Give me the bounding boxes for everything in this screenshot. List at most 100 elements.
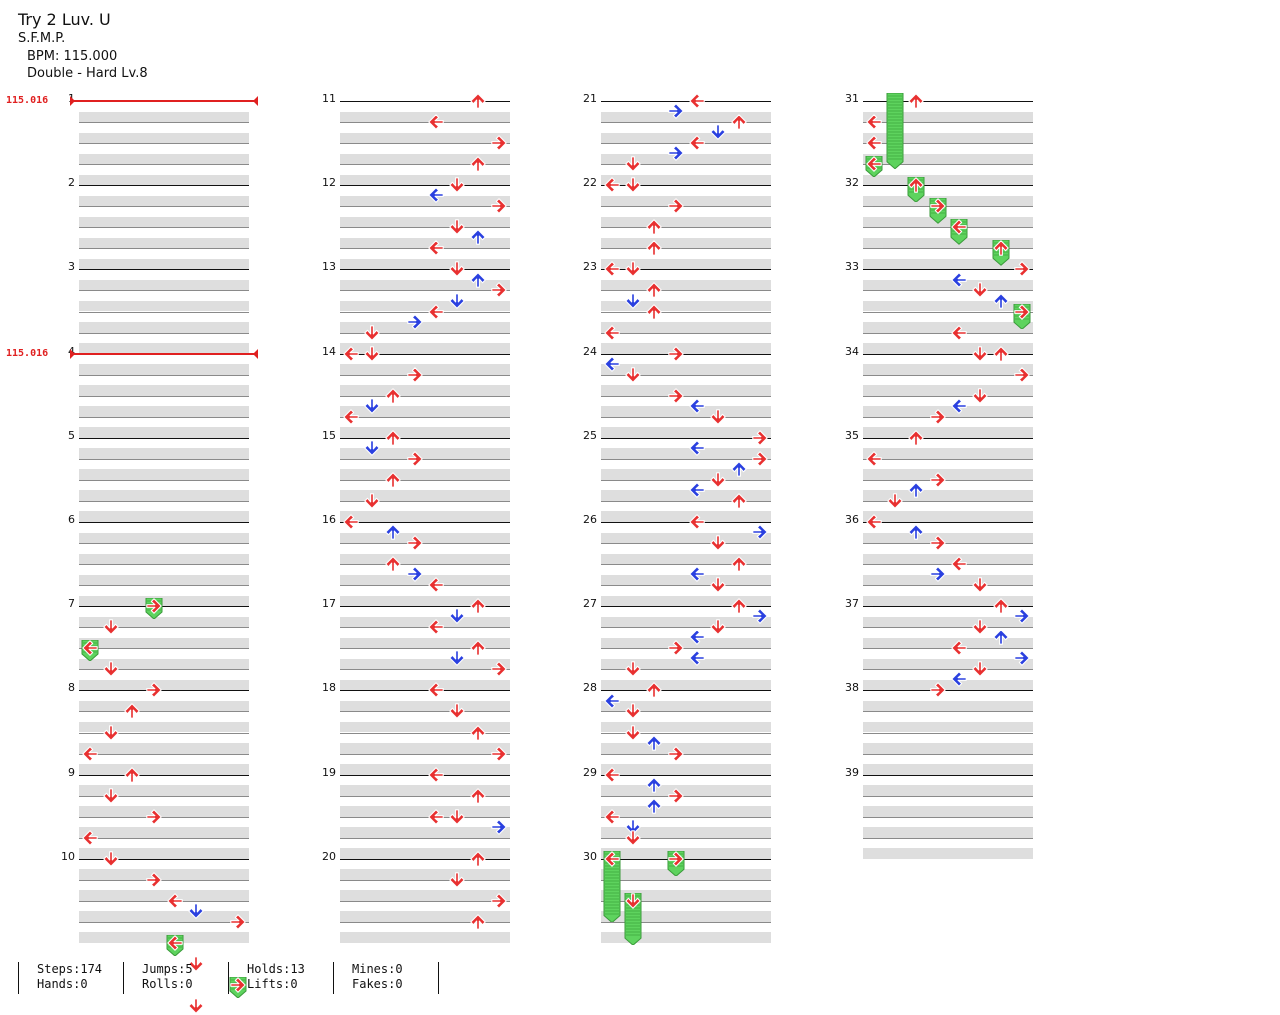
beat-stripe xyxy=(79,343,249,354)
right-arrow-icon xyxy=(929,565,947,583)
beat-stripe xyxy=(340,911,510,922)
up-arrow-icon xyxy=(469,639,487,657)
beat-line xyxy=(340,143,510,145)
beat-stripe xyxy=(601,364,771,375)
measure-number: 9 xyxy=(68,765,75,779)
beat-stripe xyxy=(601,806,771,817)
left-arrow-icon xyxy=(688,565,706,583)
right-arrow-icon xyxy=(667,345,685,363)
right-arrow-icon xyxy=(667,197,685,215)
down-arrow-icon xyxy=(363,397,381,415)
beat-line xyxy=(79,795,249,797)
down-arrow-icon xyxy=(448,871,466,889)
beat-line xyxy=(79,879,249,881)
beat-stripe xyxy=(79,258,249,270)
beat-line xyxy=(79,332,249,334)
measure-line xyxy=(79,774,249,776)
measure-line xyxy=(863,353,1033,355)
measure-line xyxy=(863,185,1033,187)
down-arrow-icon xyxy=(709,618,727,636)
up-arrow-icon xyxy=(469,271,487,289)
right-arrow-icon xyxy=(490,892,508,910)
beat-stripe xyxy=(79,279,249,291)
beat-stripe xyxy=(340,195,510,207)
measure-line xyxy=(340,690,510,692)
beat-stripe xyxy=(601,406,771,417)
beat-line xyxy=(79,206,249,208)
beat-line xyxy=(340,164,510,166)
stat-value: Steps:174 xyxy=(37,962,103,976)
beat-stripe xyxy=(340,764,510,775)
bpm-change-line xyxy=(72,352,258,355)
up-arrow-icon xyxy=(645,281,663,299)
down-arrow-icon xyxy=(448,292,466,310)
measure-number: 19 xyxy=(322,765,336,779)
up-arrow-icon xyxy=(907,481,925,499)
down-arrow-icon xyxy=(102,724,120,742)
measure-line xyxy=(79,185,249,187)
beat-line xyxy=(601,206,771,208)
right-arrow-icon xyxy=(1013,260,1031,278)
left-arrow-icon xyxy=(603,260,621,278)
measure-number: 25 xyxy=(583,428,597,442)
left-arrow-icon xyxy=(427,681,445,699)
down-arrow-icon xyxy=(624,702,642,720)
beat-stripe xyxy=(340,721,510,733)
measure-number: 33 xyxy=(845,260,859,274)
beat-line xyxy=(79,564,249,566)
beat-stripe xyxy=(601,279,771,291)
beat-stripe xyxy=(340,132,510,144)
beat-line xyxy=(340,585,510,587)
beat-line xyxy=(863,669,1033,671)
measure-line xyxy=(340,101,510,102)
right-arrow-icon xyxy=(751,429,769,447)
measure-line xyxy=(863,437,1033,439)
left-arrow-icon xyxy=(603,766,621,784)
measure-number: 26 xyxy=(583,513,597,526)
beat-line xyxy=(79,374,249,376)
right-arrow-icon xyxy=(490,660,508,678)
down-arrow-icon xyxy=(971,387,989,405)
stat-divider xyxy=(438,962,440,994)
beat-line xyxy=(340,500,510,502)
left-arrow-icon xyxy=(688,649,706,667)
beat-line xyxy=(863,711,1033,713)
measure-line xyxy=(79,606,249,608)
beat-stripe xyxy=(863,806,1033,817)
beat-stripe xyxy=(863,553,1033,565)
beat-line xyxy=(79,669,249,671)
left-arrow-icon xyxy=(427,113,445,131)
beat-stripe xyxy=(79,216,249,228)
bpm-value: 115.016 xyxy=(6,347,49,359)
up-arrow-icon xyxy=(992,345,1010,363)
right-arrow-icon xyxy=(229,976,247,994)
measure-number: 36 xyxy=(845,513,859,526)
beat-stripe xyxy=(79,806,249,817)
measure-line xyxy=(79,690,249,692)
beat-line xyxy=(79,627,249,629)
beat-stripe xyxy=(863,637,1033,649)
beat-line xyxy=(601,458,771,460)
left-arrow-icon xyxy=(865,134,883,152)
down-arrow-icon xyxy=(624,724,642,742)
beat-line xyxy=(340,206,510,208)
beat-stripe xyxy=(601,427,771,438)
up-arrow-icon xyxy=(730,460,748,478)
down-arrow-icon xyxy=(624,155,642,173)
beat-stripe xyxy=(863,153,1033,165)
measure-number: 18 xyxy=(322,681,336,695)
beat-line xyxy=(863,311,1033,313)
measure-line xyxy=(340,353,510,355)
up-arrow-icon xyxy=(645,797,663,815)
beat-line xyxy=(340,332,510,334)
beat-stripe xyxy=(79,679,249,691)
left-arrow-icon xyxy=(81,829,99,847)
beat-line xyxy=(79,290,249,292)
beat-line xyxy=(863,795,1033,797)
beat-stripe xyxy=(863,385,1033,396)
beat-stripe xyxy=(79,869,249,880)
up-arrow-icon xyxy=(992,239,1010,257)
right-arrow-icon xyxy=(145,808,163,826)
beat-stripe xyxy=(863,490,1033,501)
beat-stripe xyxy=(863,658,1033,670)
